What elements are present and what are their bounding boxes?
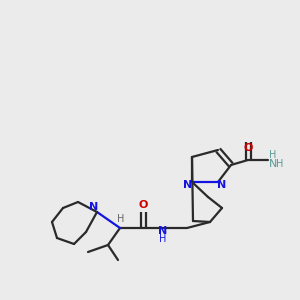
Text: H: H <box>159 234 167 244</box>
Text: H: H <box>117 214 125 224</box>
Text: H: H <box>276 159 284 169</box>
Text: O: O <box>243 143 253 153</box>
Text: N: N <box>269 159 277 169</box>
Text: N: N <box>89 202 99 212</box>
Text: N: N <box>183 180 193 190</box>
Text: N: N <box>158 226 168 236</box>
Text: H: H <box>269 150 277 160</box>
Text: N: N <box>218 180 226 190</box>
Text: O: O <box>138 200 148 210</box>
